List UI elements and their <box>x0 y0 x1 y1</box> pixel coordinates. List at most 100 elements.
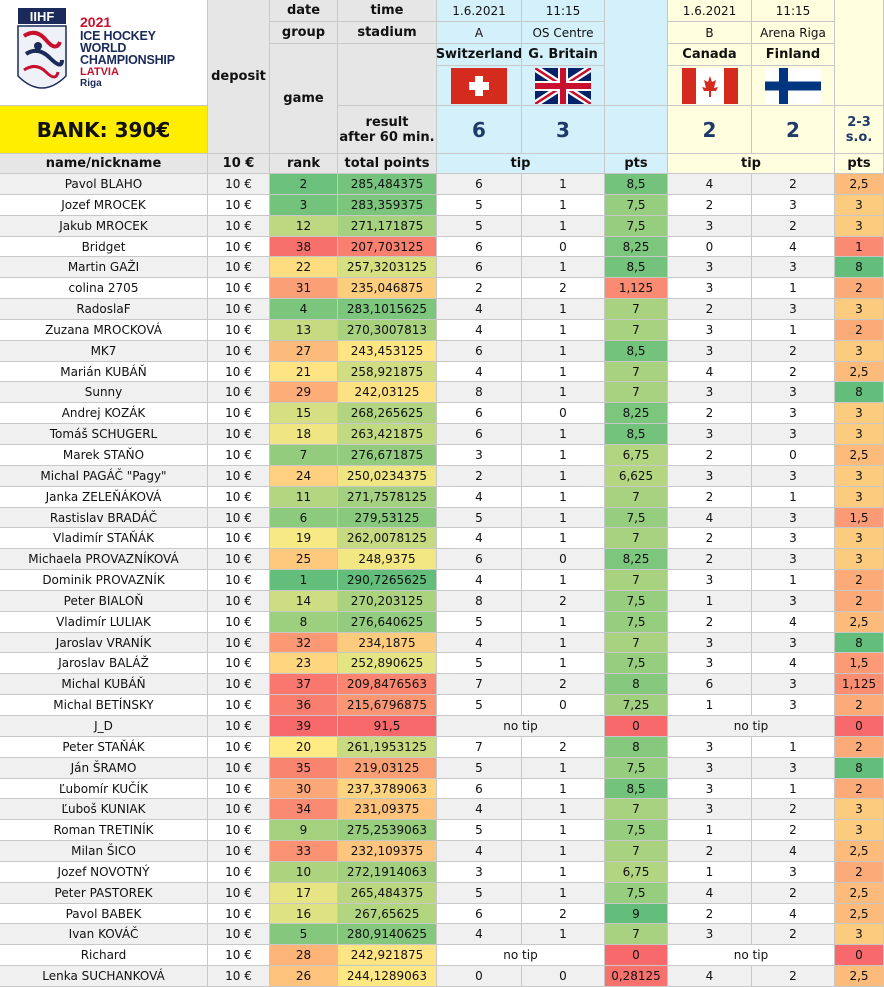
player-name: Tomáš SCHUGERL <box>0 424 208 445</box>
player-deposit: 10 € <box>208 966 270 987</box>
player-total-points: 268,265625 <box>338 403 437 424</box>
game1-points: 7,5 <box>605 195 668 216</box>
game2-tip-away: 2 <box>752 216 835 237</box>
game1-points: 7,5 <box>605 820 668 841</box>
game2-score-home: 2 <box>668 106 752 154</box>
player-total-points: 276,640625 <box>338 612 437 633</box>
player-total-points: 270,3007813 <box>338 320 437 341</box>
game1-tip-away: 1 <box>522 508 605 528</box>
flag-canada-icon <box>681 67 738 104</box>
player-deposit: 10 € <box>208 257 270 278</box>
game2-tip-away: 1 <box>752 487 835 508</box>
game2-tip-home: 4 <box>668 362 752 382</box>
game2-points: 2,5 <box>835 362 884 382</box>
player-deposit: 10 € <box>208 382 270 403</box>
game1-tip-away: 1 <box>522 612 605 633</box>
player-rank: 23 <box>270 653 338 674</box>
logo-line-3: CHAMPIONSHIP <box>80 53 175 67</box>
player-total-points: 270,203125 <box>338 591 437 612</box>
game1-date: 1.6.2021 <box>437 0 522 22</box>
game2-tip-away: 1 <box>752 779 835 799</box>
game1-stadium: OS Centre <box>522 22 605 44</box>
game1-tip-away: 0 <box>522 966 605 987</box>
deposit-header: deposit <box>208 0 270 154</box>
game1-tip-home: 6 <box>437 904 522 924</box>
game1-away-team: G. Britain <box>522 44 605 66</box>
game1-tip-home: 4 <box>437 528 522 549</box>
game2-tip-away: 2 <box>752 174 835 195</box>
player-deposit: 10 € <box>208 737 270 758</box>
game2-points: 2,5 <box>835 445 884 466</box>
game2-points: 3 <box>835 299 884 320</box>
player-rank: 32 <box>270 633 338 653</box>
game1-tip-away: 1 <box>522 841 605 862</box>
game2-extra-part-1: 2-3 <box>847 114 871 130</box>
player-total-points: 243,453125 <box>338 341 437 362</box>
game2-points: 3 <box>835 195 884 216</box>
game2-points: 3 <box>835 799 884 820</box>
player-name: Jaroslav BALÁŽ <box>0 653 208 674</box>
game2-tip-home: 2 <box>668 445 752 466</box>
game2-away-flag-cell <box>752 66 835 106</box>
game2-tip-home: 3 <box>668 320 752 341</box>
game2-tip-away: 3 <box>752 695 835 716</box>
game1-tip-home: 5 <box>437 612 522 633</box>
player-total-points: 207,703125 <box>338 237 437 257</box>
game1-points: 7,5 <box>605 591 668 612</box>
player-name: Jozef MROCEK <box>0 195 208 216</box>
game1-tip-home: 8 <box>437 382 522 403</box>
game2-tip-home: 4 <box>668 174 752 195</box>
player-deposit: 10 € <box>208 508 270 528</box>
game1-tip-away: 1 <box>522 382 605 403</box>
game2-tip-away: 3 <box>752 382 835 403</box>
points-column-header: total points <box>338 154 437 174</box>
game2-points: 3 <box>835 341 884 362</box>
flag-finland-icon <box>765 67 821 104</box>
game1-points: 7 <box>605 528 668 549</box>
game1-points: 8,5 <box>605 424 668 445</box>
game1-tip-home: 4 <box>437 841 522 862</box>
player-deposit: 10 € <box>208 924 270 945</box>
player-rank: 21 <box>270 362 338 382</box>
game1-tip-away: 1 <box>522 924 605 945</box>
game1-tip-home: 5 <box>437 508 522 528</box>
player-rank: 37 <box>270 674 338 695</box>
player-rank: 30 <box>270 779 338 799</box>
game1-points: 6,75 <box>605 445 668 466</box>
player-deposit: 10 € <box>208 758 270 779</box>
game2-tip-home: 3 <box>668 216 752 237</box>
game2-tip-home: 3 <box>668 799 752 820</box>
game2-tip-away: 2 <box>752 341 835 362</box>
player-total-points: 275,2539063 <box>338 820 437 841</box>
game1-home-flag-cell <box>437 66 522 106</box>
game1-points: 7,5 <box>605 758 668 779</box>
game1-tip-home: 2 <box>437 466 522 487</box>
game1-points: 0 <box>605 945 668 966</box>
player-total-points: 262,0078125 <box>338 528 437 549</box>
game1-tip-away: 2 <box>522 278 605 299</box>
game2-points: 3 <box>835 528 884 549</box>
game2-points: 2 <box>835 570 884 591</box>
player-deposit: 10 € <box>208 341 270 362</box>
game1-tip-away: 1 <box>522 862 605 883</box>
player-rank: 25 <box>270 549 338 570</box>
game2-tip-home: 3 <box>668 633 752 653</box>
game2-points: 2,5 <box>835 841 884 862</box>
player-total-points: 215,6796875 <box>338 695 437 716</box>
game1-tip-away: 1 <box>522 299 605 320</box>
player-deposit: 10 € <box>208 612 270 633</box>
game1-points: 8,5 <box>605 174 668 195</box>
player-deposit: 10 € <box>208 841 270 862</box>
game1-tip-away: 1 <box>522 820 605 841</box>
player-name: MK7 <box>0 341 208 362</box>
game1-tip-away: 1 <box>522 570 605 591</box>
player-deposit: 10 € <box>208 820 270 841</box>
game1-extra-header <box>605 0 668 106</box>
game2-points: 8 <box>835 633 884 653</box>
game2-tip-away: 3 <box>752 758 835 779</box>
game2-tip-home: 1 <box>668 862 752 883</box>
game1-tip-home: 2 <box>437 278 522 299</box>
game2-tip-away: 3 <box>752 508 835 528</box>
game1-tip-home: 4 <box>437 320 522 341</box>
